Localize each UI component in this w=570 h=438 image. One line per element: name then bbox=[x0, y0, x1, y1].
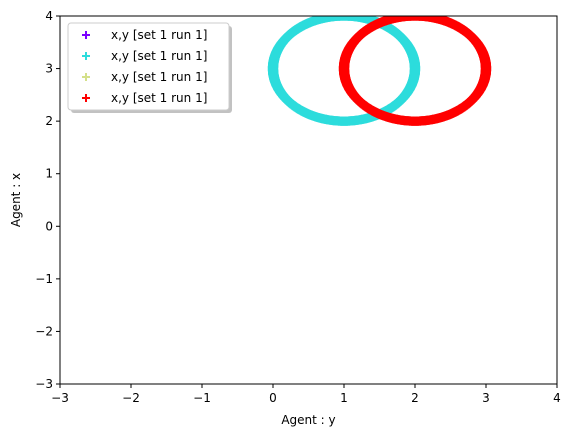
x-tick-label: 0 bbox=[269, 391, 277, 405]
x-tick-label: 3 bbox=[482, 391, 490, 405]
x-tick-label: −1 bbox=[193, 391, 211, 405]
y-tick-label: −1 bbox=[35, 272, 53, 286]
y-tick-label: 3 bbox=[45, 62, 53, 76]
y-axis-label: Agent : x bbox=[9, 173, 23, 227]
legend-label: x,y [set 1 run 1] bbox=[111, 70, 207, 84]
series-layer bbox=[268, 11, 491, 125]
y-tick-label: 1 bbox=[45, 167, 53, 181]
y-tick-label: −3 bbox=[35, 377, 53, 391]
x-tick-label: 2 bbox=[411, 391, 419, 405]
y-tick-label: 2 bbox=[45, 114, 53, 128]
y-tick-label: 4 bbox=[45, 9, 53, 23]
legend: x,y [set 1 run 1] x,y [set 1 run 1] x,y [s… bbox=[68, 23, 232, 113]
y-tick-label: −2 bbox=[35, 324, 53, 338]
x-tick-label: 1 bbox=[340, 391, 348, 405]
x-axis-label: Agent : y bbox=[281, 413, 335, 427]
legend-label: x,y [set 1 run 1] bbox=[111, 49, 207, 63]
x-tick-label: 4 bbox=[553, 391, 561, 405]
y-tick-label: 0 bbox=[45, 219, 53, 233]
x-tick-label: −3 bbox=[51, 391, 69, 405]
x-tick-label: −2 bbox=[122, 391, 140, 405]
legend-label: x,y [set 1 run 1] bbox=[111, 28, 207, 42]
legend-label: x,y [set 1 run 1] bbox=[111, 91, 207, 105]
